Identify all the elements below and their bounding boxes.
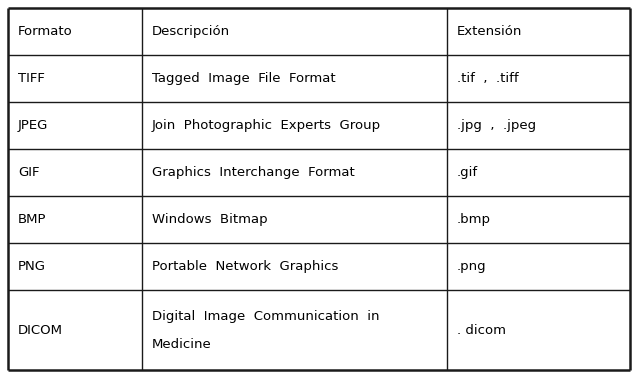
Text: JPEG: JPEG: [18, 119, 48, 132]
Text: GIF: GIF: [18, 166, 40, 179]
Text: .tif  ,  .tiff: .tif , .tiff: [456, 72, 518, 85]
Text: Tagged  Image  File  Format: Tagged Image File Format: [152, 72, 335, 85]
Text: .gif: .gif: [456, 166, 478, 179]
Text: DICOM: DICOM: [18, 323, 63, 336]
Text: Extensión: Extensión: [456, 25, 522, 38]
Text: . dicom: . dicom: [456, 323, 506, 336]
Text: .jpg  ,  .jpeg: .jpg , .jpeg: [456, 119, 536, 132]
Text: Formato: Formato: [18, 25, 72, 38]
Text: .bmp: .bmp: [456, 213, 490, 226]
Text: Join  Photographic  Experts  Group: Join Photographic Experts Group: [152, 119, 381, 132]
Text: Descripción: Descripción: [152, 25, 230, 38]
Text: BMP: BMP: [18, 213, 47, 226]
Text: Medicine: Medicine: [152, 338, 212, 351]
Text: Graphics  Interchange  Format: Graphics Interchange Format: [152, 166, 354, 179]
Text: Digital  Image  Communication  in: Digital Image Communication in: [152, 310, 379, 323]
Text: Portable  Network  Graphics: Portable Network Graphics: [152, 260, 338, 273]
Text: PNG: PNG: [18, 260, 46, 273]
Text: .png: .png: [456, 260, 486, 273]
Text: Windows  Bitmap: Windows Bitmap: [152, 213, 267, 226]
Text: TIFF: TIFF: [18, 72, 45, 85]
